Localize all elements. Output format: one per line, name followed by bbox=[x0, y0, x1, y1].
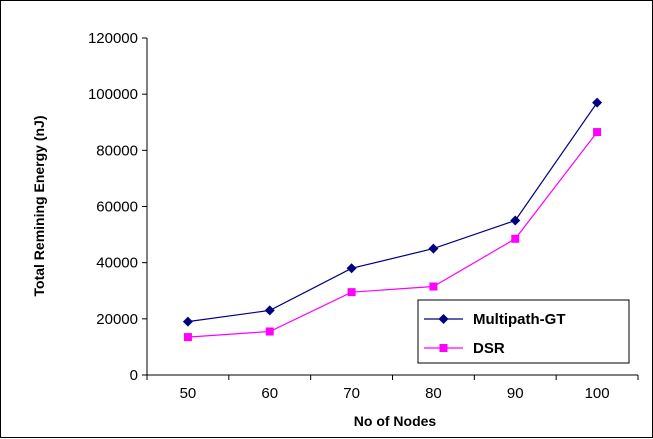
series-line-dsr bbox=[187, 131, 598, 338]
series-layer bbox=[182, 97, 603, 342]
data-point-dsr bbox=[183, 333, 192, 342]
y-tick-label: 0 bbox=[130, 367, 138, 384]
y-axis-title: Total Remining Energy (nJ) bbox=[31, 116, 47, 297]
y-tick-label: 40000 bbox=[96, 255, 138, 272]
x-tick-label: 90 bbox=[507, 385, 524, 402]
series-line-multipath-gt bbox=[187, 102, 598, 323]
legend: Multipath-GT DSR bbox=[417, 299, 630, 364]
legend-label-dsr: DSR bbox=[473, 340, 505, 357]
data-point-multipath-gt bbox=[264, 305, 275, 316]
data-point-multipath-gt bbox=[428, 243, 439, 254]
y-tick-label: 20000 bbox=[96, 311, 138, 328]
data-point-dsr bbox=[265, 327, 274, 336]
y-tick-label: 120000 bbox=[88, 30, 138, 47]
legend-marker-multipath-gt bbox=[438, 314, 449, 324]
legend-marker-dsr bbox=[439, 344, 448, 352]
y-tick-label: 60000 bbox=[96, 199, 138, 216]
x-tick-label: 70 bbox=[343, 385, 360, 402]
y-axis-ticks: 0 20000 40000 60000 80000 100000 120000 bbox=[88, 30, 147, 384]
y-tick-label: 80000 bbox=[96, 142, 138, 159]
legend-box bbox=[417, 299, 630, 364]
x-tick-label: 100 bbox=[585, 385, 610, 402]
data-point-multipath-gt bbox=[182, 316, 193, 327]
x-axis-ticks: 50 60 70 80 90 100 bbox=[146, 375, 639, 402]
x-tick-label: 50 bbox=[180, 385, 197, 402]
series-multipath-gt bbox=[182, 97, 603, 327]
y-tick-label: 100000 bbox=[88, 86, 138, 103]
data-point-multipath-gt bbox=[592, 97, 603, 108]
data-point-dsr bbox=[429, 282, 438, 291]
legend-label-multipath-gt: Multipath-GT bbox=[473, 311, 565, 328]
x-tick-label: 60 bbox=[261, 385, 278, 402]
series-dsr bbox=[183, 128, 602, 342]
x-axis-title: No of Nodes bbox=[354, 413, 437, 429]
data-point-multipath-gt bbox=[346, 263, 357, 274]
data-point-dsr bbox=[593, 128, 602, 137]
x-tick-label: 80 bbox=[425, 385, 442, 402]
data-point-multipath-gt bbox=[510, 215, 521, 226]
data-point-dsr bbox=[347, 288, 356, 297]
data-point-dsr bbox=[511, 234, 520, 243]
